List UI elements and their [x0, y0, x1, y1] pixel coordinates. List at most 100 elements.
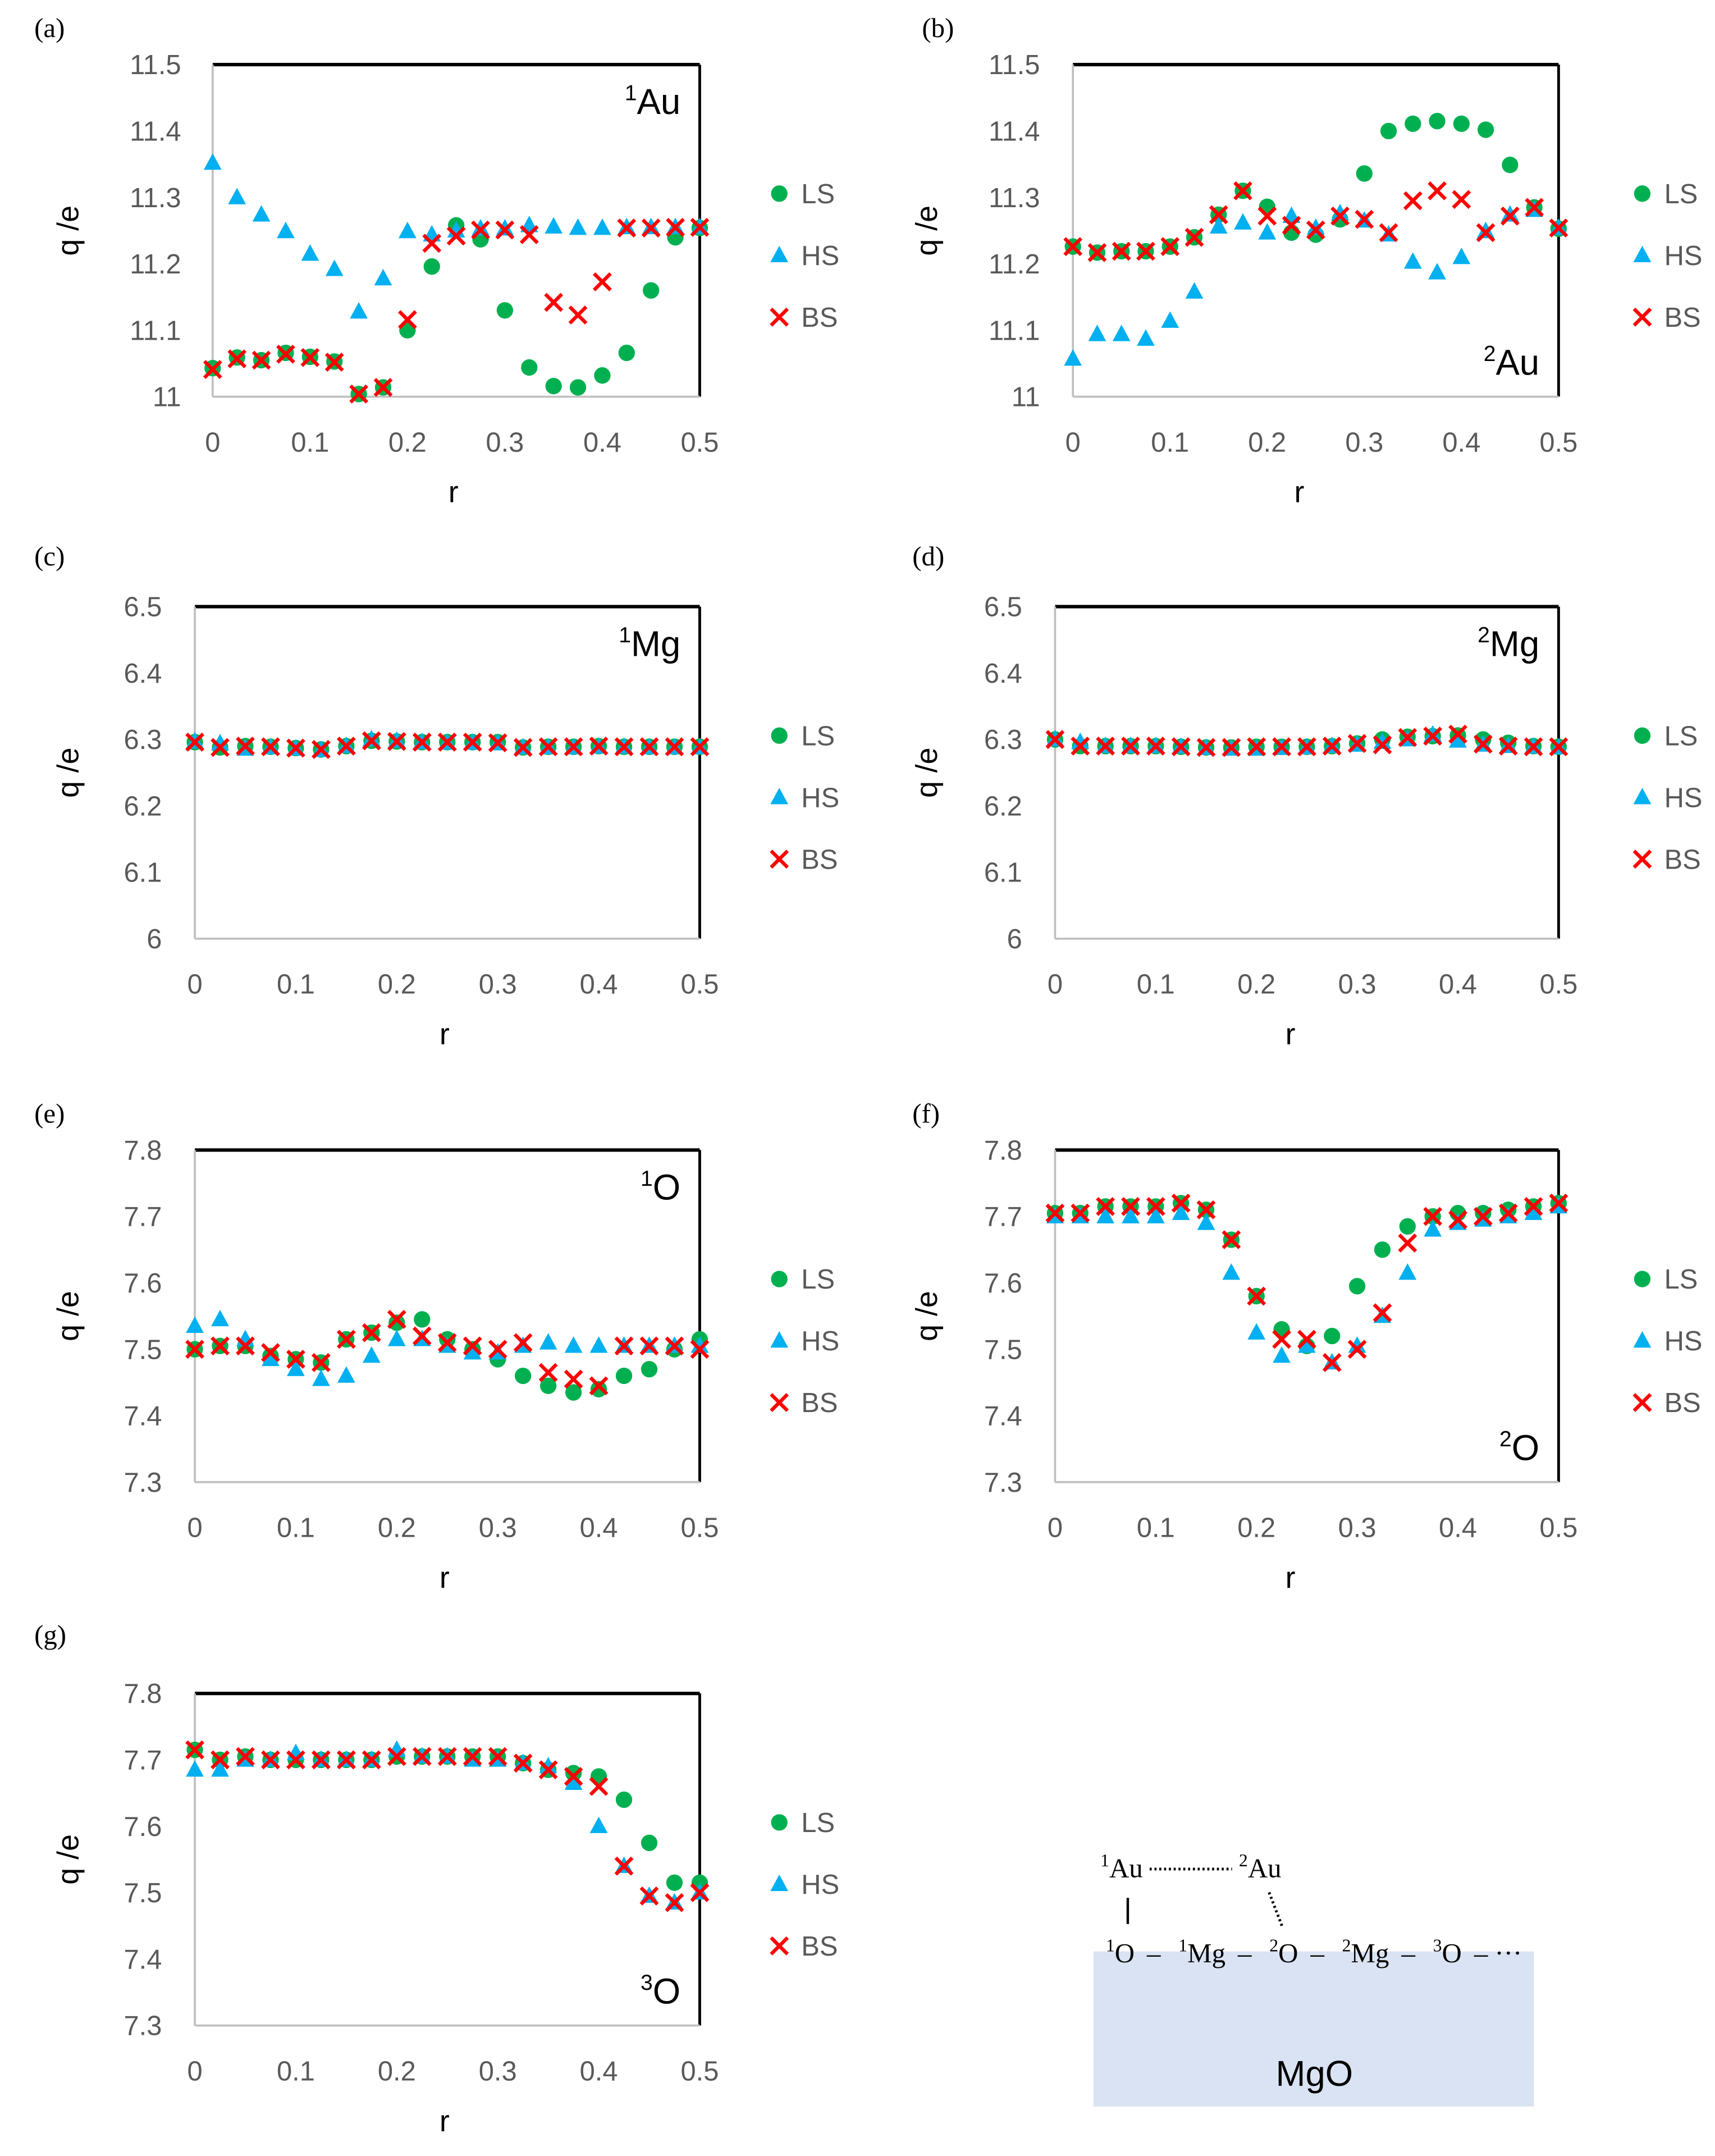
x-tick-label: 0: [1048, 970, 1063, 1000]
y-axis-title: q /e: [51, 1291, 85, 1341]
atom-superscript: 3: [1433, 1936, 1442, 1956]
surface-bond: –: [1237, 1938, 1252, 1968]
data-point-BS: [1330, 206, 1350, 226]
data-point-BS: [589, 1376, 609, 1396]
data-point-BS: [1524, 1196, 1543, 1216]
adatom-1au: 1Au: [1100, 1851, 1143, 1884]
data-point-HS: [690, 1336, 709, 1353]
x-tick-label: 0.2: [1248, 427, 1286, 458]
data-point-BS: [513, 738, 533, 757]
atom-element: Au: [1109, 1853, 1143, 1884]
y-tick-label: 7.8: [124, 1135, 162, 1166]
data-point-HS: [569, 218, 587, 235]
legend-item-BS: BS: [770, 303, 838, 333]
legend-label: BS: [1664, 844, 1701, 875]
data-point-LS: [1429, 112, 1446, 130]
substrate-label: MgO: [1276, 2054, 1353, 2094]
x-axis-title: r: [1286, 1561, 1296, 1595]
data-point-BS: [1096, 1196, 1115, 1216]
y-tick-label: 7.7: [984, 1202, 1022, 1232]
legend-marker-LS: [1634, 1271, 1651, 1287]
x-tick-label: 0.2: [388, 427, 427, 458]
panel-label: (d): [912, 541, 944, 572]
data-point-BS: [185, 732, 204, 752]
y-axis-title: q /e: [910, 205, 944, 256]
x-tick-label: 0.1: [291, 427, 329, 458]
y-tick-label: 6: [1007, 924, 1022, 954]
data-point-HS: [1088, 325, 1106, 341]
data-point-BS: [1297, 737, 1316, 756]
data-point-HS: [1424, 1220, 1442, 1237]
x-tick-label: 0.5: [1539, 970, 1577, 1000]
data-point-HS: [1331, 203, 1349, 221]
data-point-BS: [236, 736, 255, 756]
data-point-BS: [519, 225, 539, 244]
data-point-BS: [665, 1893, 684, 1912]
x-tick-label: 0.2: [378, 1513, 416, 1543]
data-point-BS: [614, 1336, 634, 1356]
y-tick-label: 7.8: [984, 1135, 1022, 1166]
data-point-BS: [349, 384, 369, 404]
data-point-HS: [1122, 1207, 1140, 1223]
data-point-HS: [1234, 213, 1252, 230]
y-axis-title: q /e: [51, 205, 85, 256]
annotation-element: Mg: [1490, 624, 1539, 664]
data-point-BS: [1071, 736, 1090, 756]
chart-panel-e: (e) 7.3 7.4 7.5 7.6 7.7 7.8 0 0.1 0.2 0.3 0.4 0.5 r q …: [34, 1098, 839, 1595]
panel-annotation: 1Mg: [619, 623, 680, 664]
chart-panel-b: (b) 11 11.1 11.2 11.3 11.4 11.5 0 0.1 0.2 0.3 0.4 0.…: [910, 12, 1702, 509]
data-point-BS: [412, 1747, 432, 1766]
annotation-element: O: [1512, 1428, 1539, 1468]
legend-item-LS: LS: [771, 1808, 835, 1838]
legend-marker-BS: [1632, 307, 1652, 327]
y-tick-label: 6.4: [124, 659, 162, 689]
y-tick-label: 11.3: [130, 183, 181, 213]
data-point-BS: [1428, 181, 1447, 200]
data-point-BS: [211, 738, 230, 757]
legend-marker-BS: [770, 849, 789, 869]
data-point-BS: [1355, 209, 1374, 229]
legend-marker-BS: [770, 1393, 789, 1412]
legend-marker-HS: [1633, 1331, 1652, 1348]
legend-marker-LS: [771, 727, 788, 744]
y-tick-label: 6.2: [124, 791, 162, 821]
x-tick-label: 0.2: [1237, 1513, 1275, 1543]
chart-panel-c: (c) 6 6.1 6.2 6.3 6.4 6.5 0 0.1 0.2 0.3 0.4 0.5 r q /e…: [34, 541, 839, 1051]
y-tick-label: 6: [147, 924, 162, 954]
legend-item-HS: HS: [1633, 783, 1702, 813]
x-tick-label: 0.4: [1442, 427, 1480, 458]
data-point-BS: [1524, 737, 1543, 756]
legend-label: LS: [801, 1808, 835, 1838]
data-point-HS: [1161, 311, 1179, 328]
data-point-BS: [1272, 1330, 1291, 1349]
data-point-LS: [514, 1367, 532, 1385]
x-tick-label: 0.4: [583, 427, 621, 458]
y-tick-label: 11.1: [989, 316, 1040, 346]
data-point-BS: [1146, 1196, 1165, 1216]
data-point-HS: [1071, 732, 1090, 750]
x-tick-label: 0.3: [486, 427, 524, 458]
data-point-BS: [286, 1750, 305, 1770]
data-point-LS: [569, 379, 587, 396]
data-point-BS: [1185, 227, 1204, 247]
data-point-BS: [1171, 1194, 1191, 1213]
series-BS: [185, 731, 710, 759]
data-point-BS: [1525, 198, 1544, 217]
data-point-BS: [286, 738, 305, 758]
x-tick-label: 0.4: [1439, 1513, 1477, 1543]
series-BS: [1045, 1194, 1568, 1372]
x-tick-label: 0.2: [1237, 970, 1275, 1000]
data-point-BS: [422, 234, 442, 253]
y-tick-label: 7.5: [124, 1335, 162, 1365]
data-point-BS: [1063, 237, 1083, 257]
data-point-BS: [488, 1340, 507, 1359]
data-point-HS: [374, 268, 392, 286]
data-point-BS: [236, 1336, 255, 1356]
atom-superscript: 1: [1100, 1851, 1109, 1870]
data-point-HS: [1172, 1203, 1190, 1220]
data-point-HS: [186, 1316, 204, 1333]
annotation-superscript: 3: [641, 1971, 653, 1995]
data-point-HS: [398, 221, 417, 239]
